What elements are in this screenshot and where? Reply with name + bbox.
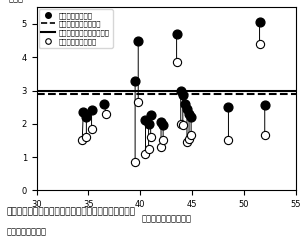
Point [257,42,262,46]
Point [159,120,163,124]
Point [185,140,189,144]
Point [185,107,189,111]
Point [182,102,187,106]
Y-axis label: 百万円: 百万円 [8,0,23,4]
Point [136,39,141,42]
Point [187,112,192,116]
Point [262,133,267,137]
Point [178,122,183,126]
Point [189,133,194,137]
Point [146,122,151,126]
Point [143,119,148,122]
Point [226,138,231,142]
Point [84,135,89,139]
Point [174,60,179,64]
Point [146,147,151,151]
Text: 資料：図２と同じ: 資料：図２と同じ [6,227,46,236]
Point [133,79,138,82]
Point [257,20,262,24]
Point [89,109,94,112]
Point [174,32,179,36]
Point [133,160,138,164]
Point [161,123,166,127]
Point [187,137,192,141]
Point [102,102,106,106]
Point [148,135,153,139]
Text: 図３　成人１人当たり所得と家計費（秋田県仙北市）: 図３ 成人１人当たり所得と家計費（秋田県仙北市） [6,208,135,217]
Point [136,100,141,104]
Point [161,138,166,142]
Point [143,152,148,156]
Point [148,113,153,117]
Point [84,115,89,119]
Point [262,103,267,107]
Point [89,127,94,131]
Point [189,115,194,119]
Point [180,93,185,97]
X-axis label: 成人家族員の平均年齢: 成人家族員の平均年齢 [141,214,191,224]
Point [81,110,86,114]
Point [159,145,163,149]
Point [180,123,185,127]
Point [80,138,85,142]
Point [178,89,183,92]
Legend: 成人１人当総所得, 成人１人当所得の平均, 秋田県の成人１人当家計費, 成人１人当農外賃金: 成人１人当総所得, 成人１人当所得の平均, 秋田県の成人１人当家計費, 成人１人… [39,10,113,48]
Point [104,112,109,116]
Point [226,105,231,109]
